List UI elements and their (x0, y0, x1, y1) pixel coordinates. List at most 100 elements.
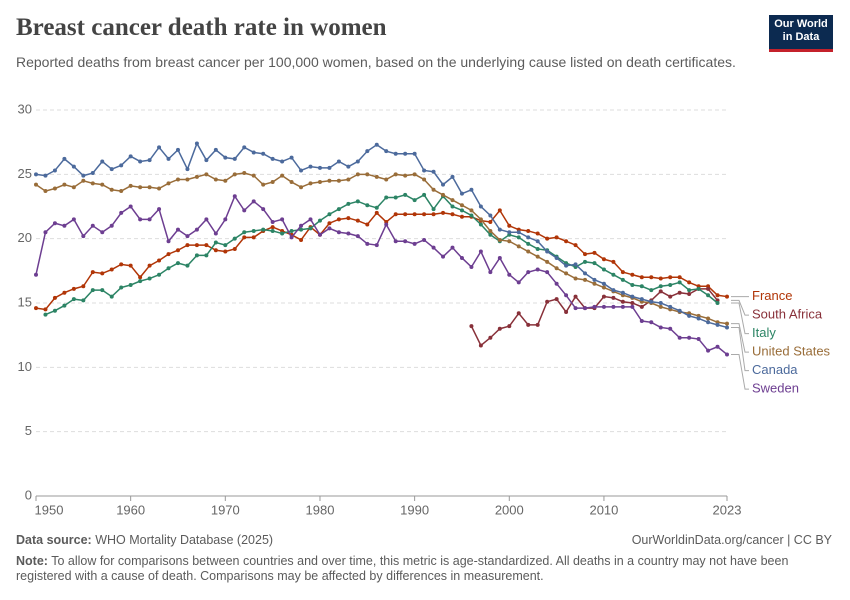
data-point (327, 212, 332, 217)
data-point (488, 335, 493, 340)
data-point (393, 212, 398, 217)
y-tick-label: 5 (25, 423, 32, 438)
data-point (611, 288, 616, 293)
data-point (459, 255, 464, 260)
label-connector (731, 353, 749, 390)
data-point (157, 186, 162, 191)
logo[interactable]: Our World in Data (769, 15, 833, 52)
data-point (336, 230, 341, 235)
data-point (412, 151, 417, 156)
data-point (535, 267, 540, 272)
data-point (232, 156, 237, 161)
data-point (478, 204, 483, 209)
data-point (336, 207, 341, 212)
data-point (573, 262, 578, 267)
data-point (52, 295, 57, 300)
data-point (545, 259, 550, 264)
data-point (71, 286, 76, 291)
data-point (592, 304, 597, 309)
data-point (488, 219, 493, 224)
data-point (175, 248, 180, 253)
data-point (43, 307, 48, 312)
y-tick-label: 20 (18, 230, 32, 245)
data-point (422, 237, 427, 242)
data-point (412, 241, 417, 246)
data-point (317, 218, 322, 223)
data-point (677, 308, 682, 313)
data-point (564, 263, 569, 268)
data-point (204, 243, 209, 248)
data-point (431, 169, 436, 174)
data-point (478, 249, 483, 254)
data-point (658, 276, 663, 281)
source: Data source: WHO Mortality Database (202… (16, 533, 273, 547)
data-point (109, 294, 114, 299)
data-point (327, 178, 332, 183)
data-point (668, 294, 673, 299)
data-point (488, 213, 493, 218)
data-point (355, 172, 360, 177)
data-point (497, 326, 502, 331)
data-point (639, 319, 644, 324)
data-point (119, 189, 124, 194)
source-label: Data source: (16, 533, 92, 547)
data-point (147, 276, 152, 281)
data-point (147, 158, 152, 163)
data-point (620, 270, 625, 275)
data-point (696, 286, 701, 291)
data-point (90, 181, 95, 186)
data-point (403, 239, 408, 244)
data-point (299, 185, 304, 190)
data-point (639, 297, 644, 302)
data-point (138, 159, 143, 164)
data-point (507, 223, 512, 228)
data-point (583, 252, 588, 257)
data-point (497, 227, 502, 232)
data-point (308, 181, 313, 186)
data-point (403, 192, 408, 197)
data-point (668, 326, 673, 331)
data-point (317, 232, 322, 237)
data-point (441, 182, 446, 187)
data-point (658, 289, 663, 294)
data-point (175, 177, 180, 182)
data-point (346, 231, 351, 236)
data-point (393, 239, 398, 244)
data-point (232, 236, 237, 241)
data-point (535, 231, 540, 236)
data-point (128, 263, 133, 268)
data-point (374, 174, 379, 179)
data-point (668, 304, 673, 309)
data-point (412, 172, 417, 177)
data-point (185, 263, 190, 268)
data-point (100, 271, 105, 276)
data-point (649, 320, 654, 325)
data-point (611, 259, 616, 264)
data-point (384, 195, 389, 200)
legend-label: United States (752, 344, 831, 359)
note-text: To allow for comparisons between countri… (16, 554, 789, 583)
data-point (677, 275, 682, 280)
data-point (81, 284, 86, 289)
data-point (507, 230, 512, 235)
url[interactable]: OurWorldinData.org/cancer | CC BY (631, 533, 832, 547)
data-point (412, 212, 417, 217)
data-point (497, 208, 502, 213)
data-point (138, 217, 143, 222)
data-point (213, 147, 218, 152)
data-point (630, 294, 635, 299)
data-point (384, 222, 389, 227)
data-point (601, 294, 606, 299)
data-point (658, 301, 663, 305)
data-point (668, 275, 673, 280)
data-point (601, 267, 606, 272)
data-point (365, 149, 370, 154)
data-point (554, 297, 559, 302)
data-point (175, 261, 180, 266)
data-point (516, 235, 521, 240)
data-point (270, 225, 275, 230)
data-point (403, 151, 408, 156)
data-point (649, 299, 654, 304)
